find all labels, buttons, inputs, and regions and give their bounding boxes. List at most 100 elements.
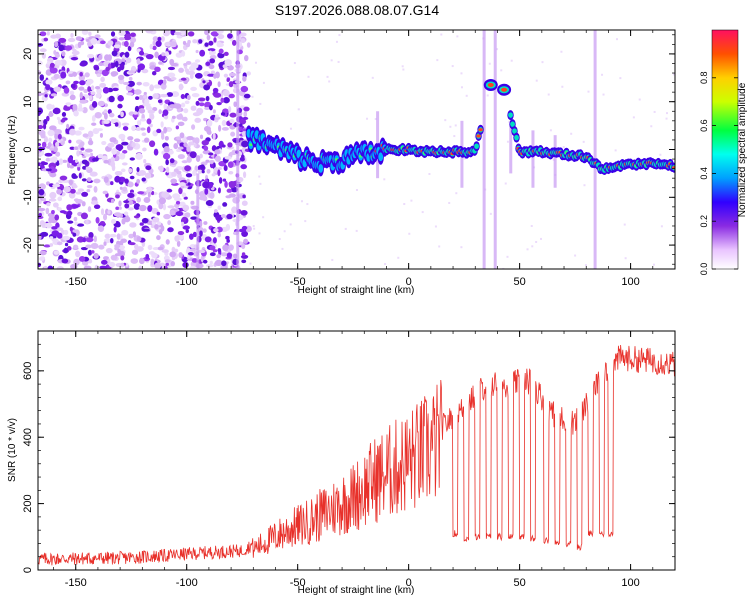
spectrogram-cell [81, 159, 88, 165]
spectrogram-cell [220, 214, 226, 219]
spectrogram-cell [134, 89, 142, 95]
spectrogram-cell [66, 246, 72, 251]
spectrogram-cell [54, 214, 60, 221]
spectrogram-cell [144, 172, 152, 179]
spectrogram-cell [69, 90, 75, 95]
spectrogram-cell [215, 114, 219, 118]
spectrogram-cell [129, 41, 135, 48]
spectrogram-cell [153, 148, 159, 156]
spectrogram-cell [204, 42, 209, 47]
spectrogram-cell [127, 45, 132, 52]
spectrogram-xtick-label: -150 [65, 276, 87, 288]
spectrogram-cell [70, 57, 79, 61]
spectrogram-cell [169, 251, 177, 258]
spectrogram-cell [526, 248, 529, 251]
spectrogram-cell [128, 242, 136, 246]
spectrogram-cell [121, 229, 129, 236]
spectrogram-cell [169, 210, 176, 216]
trace-peak [501, 87, 508, 92]
spectrogram-cell [49, 166, 55, 174]
snr-xtick-label: -50 [290, 577, 306, 589]
spectrogram-cell [182, 225, 190, 230]
spectrogram-cell [184, 212, 191, 218]
spectrogram-cell [152, 107, 158, 112]
spectrogram-cell [258, 232, 261, 235]
spectrogram-cell [118, 133, 126, 140]
spectrogram-cell [502, 267, 505, 269]
spectrogram-cell [297, 108, 300, 111]
trace-mid [510, 121, 515, 127]
spectrogram-cell [179, 132, 185, 139]
spectrogram-cell [113, 212, 122, 217]
spectrogram-cell [138, 204, 147, 212]
spectrogram-cell [43, 37, 49, 42]
spectrogram-cell [65, 102, 72, 106]
snr-xtick-label: -150 [65, 577, 87, 589]
spectrogram-cell [152, 36, 159, 42]
spectrogram-cell [167, 72, 176, 78]
spectrogram-cell [223, 73, 228, 78]
spectrogram-cell [56, 188, 63, 195]
spectrogram-cell [57, 196, 63, 202]
spectrogram-cell [206, 34, 211, 41]
spectrogram-cell [209, 245, 216, 251]
spectrogram-cell [209, 260, 213, 265]
spectrogram-cell [246, 71, 252, 76]
spectrogram-cell [110, 161, 116, 168]
spectrogram-cell [306, 203, 309, 206]
spectrogram-cell [102, 190, 108, 195]
spectrogram-cell [88, 95, 93, 101]
spectrogram-cell [54, 41, 59, 48]
spectrogram-cell [40, 231, 49, 237]
spectrogram-cell [105, 66, 110, 72]
spectrogram-cell [241, 252, 246, 257]
spectrogram-cell [171, 171, 177, 177]
spectrogram-cell [54, 128, 62, 135]
spectrogram-cell [506, 255, 509, 258]
spectrogram-cell [221, 260, 227, 267]
snr-xtick-label: 100 [621, 577, 639, 589]
spectrogram-cell [52, 146, 58, 153]
spectrogram-cell [195, 49, 199, 54]
spectrogram-cell [465, 94, 468, 97]
spectrogram-cell [93, 252, 99, 259]
spectrogram-cell [496, 48, 499, 51]
spectrogram-cell [128, 233, 134, 239]
spectrogram-cell [214, 209, 218, 213]
spectrogram-cell [201, 169, 205, 174]
spectrogram-cell [202, 80, 206, 84]
spectrogram-cell [166, 188, 173, 193]
spectrogram-cell [212, 87, 219, 93]
spectrogram-cell [121, 141, 129, 146]
spectrogram-xtick-label: 50 [514, 276, 526, 288]
spectrogram-cell [65, 80, 71, 85]
spectrogram-cell [262, 216, 265, 219]
spectrogram-cell [408, 232, 411, 235]
trace-peak [476, 134, 481, 138]
spectrogram-cell [183, 108, 189, 114]
spectrogram-cell [169, 58, 175, 66]
spectrogram-cell [165, 239, 170, 245]
spectrogram-cell [84, 153, 91, 157]
spectrogram-cell [127, 181, 134, 188]
spectrogram-cell [107, 109, 112, 115]
spectrogram-cell [204, 106, 210, 110]
spectrogram-cell [69, 226, 73, 232]
spectrogram-cell [90, 242, 99, 250]
spectrogram-cell [49, 67, 58, 74]
spectrogram-cell [397, 256, 400, 259]
spectrogram-cell [187, 70, 196, 76]
spectrogram-cell [127, 136, 134, 141]
spectrogram-cell [87, 86, 91, 92]
spectrogram-cell [175, 52, 183, 58]
spectrogram-cell [104, 54, 110, 62]
spectrogram-cell [143, 159, 147, 164]
spectrogram-cell [208, 64, 215, 70]
spectrogram-cell [87, 206, 92, 213]
spectrogram-cell [253, 227, 256, 230]
spectrogram-cell [103, 176, 109, 183]
spectrogram-cell [88, 231, 94, 239]
spectrogram-cell [182, 204, 190, 212]
spectrogram-cell [114, 170, 123, 176]
spectrogram-cell [384, 263, 387, 266]
